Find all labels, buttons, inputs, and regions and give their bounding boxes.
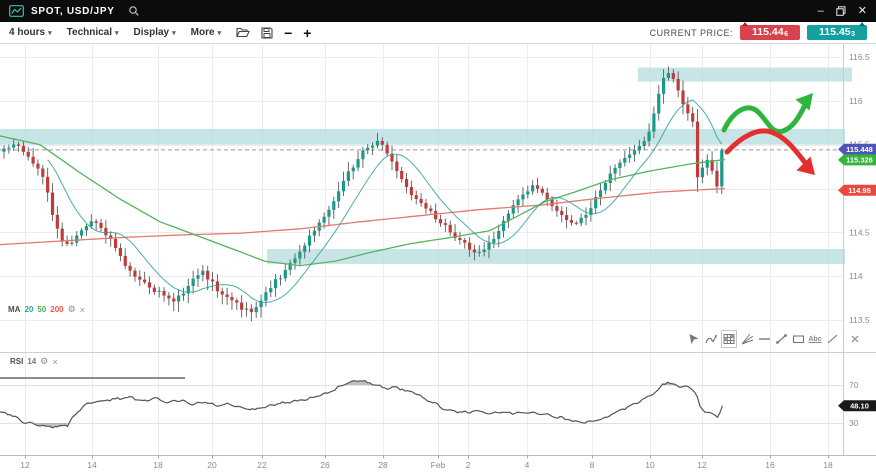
more-menu[interactable]: More ▾ <box>190 27 222 38</box>
rsi-indicator-label: RSI 14 ⚙ × <box>10 356 58 367</box>
price-tags: 115.448 115.326 114.98 48.10 <box>838 143 876 412</box>
search-icon[interactable] <box>128 5 140 17</box>
window-controls: – ✕ <box>817 4 867 17</box>
svg-text:70: 70 <box>849 380 859 390</box>
svg-text:26: 26 <box>320 460 330 470</box>
svg-text:30: 30 <box>849 418 859 428</box>
rsi-pane <box>0 377 724 429</box>
drawing-toolbar: Abc | <box>687 330 862 348</box>
title-bar: SPOT, USD/JPY – ✕ <box>0 0 876 22</box>
polyline-tool-icon[interactable] <box>704 331 718 347</box>
timeframe-menu[interactable]: 4 hours ▾ <box>9 27 52 38</box>
bullish-scenario-arrow <box>721 93 813 135</box>
cursor-tool-icon[interactable] <box>687 331 701 347</box>
svg-text:18: 18 <box>823 460 833 470</box>
ma-period-20: 20 <box>24 305 34 314</box>
zoom-out-icon[interactable]: − <box>284 24 293 41</box>
svg-text:10: 10 <box>645 460 655 470</box>
svg-text:Feb: Feb <box>431 460 446 470</box>
chevron-down-icon: ▾ <box>48 29 52 37</box>
svg-text:115.326: 115.326 <box>846 156 873 165</box>
ma200-price-tag: 114.98 <box>838 184 876 196</box>
ma-period-50: 50 <box>37 305 47 314</box>
pattern-tool-icon[interactable] <box>721 330 737 348</box>
svg-text:114.5: 114.5 <box>849 227 870 237</box>
svg-text:114: 114 <box>849 271 863 281</box>
svg-text:113.5: 113.5 <box>849 315 870 325</box>
ma-remove-icon[interactable]: × <box>79 304 85 315</box>
rectangle-tool-icon[interactable] <box>791 331 805 347</box>
bid-price-badge: 115.44 6 <box>740 22 800 40</box>
svg-text:116: 116 <box>849 96 863 106</box>
rsi-period: 14 <box>27 357 37 366</box>
svg-text:22: 22 <box>257 460 267 470</box>
chart-toolbar: 4 hours ▾ Technical ▾ Display ▾ More ▾ − + C… <box>0 22 876 44</box>
svg-text:12: 12 <box>20 460 30 470</box>
svg-text:2: 2 <box>466 460 471 470</box>
technical-menu[interactable]: Technical ▾ <box>66 27 119 38</box>
close-toolbar-icon[interactable] <box>848 331 862 347</box>
svg-text:16: 16 <box>765 460 775 470</box>
candlesticks <box>2 66 724 322</box>
save-layout-icon[interactable] <box>261 26 273 39</box>
svg-text:12: 12 <box>697 460 707 470</box>
angle-lines-tool-icon[interactable] <box>740 331 754 347</box>
zoom-in-icon[interactable]: + <box>303 24 312 41</box>
trendline-tool-icon[interactable] <box>774 331 788 347</box>
svg-text:8: 8 <box>590 460 595 470</box>
open-layout-icon[interactable] <box>236 27 250 38</box>
restore-icon[interactable] <box>836 6 846 16</box>
text-tool-icon[interactable]: Abc <box>808 335 822 343</box>
display-menu[interactable]: Display ▾ <box>133 27 176 38</box>
ma50-price-tag: 115.326 <box>838 154 876 166</box>
last-price-tag: 115.448 <box>838 143 876 155</box>
svg-text:20: 20 <box>207 460 217 470</box>
chart-canvas[interactable]: 116.5116115.5115114.5114113.570301214182… <box>0 44 876 473</box>
rsi-remove-icon[interactable]: × <box>52 356 58 367</box>
window-title: SPOT, USD/JPY <box>31 5 115 17</box>
current-price-label: CURRENT PRICE: <box>649 27 733 38</box>
svg-text:14: 14 <box>87 460 97 470</box>
close-icon[interactable]: ✕ <box>857 4 867 17</box>
supply-demand-zones <box>0 67 852 264</box>
rsi-value-tag: 48.10 <box>838 400 876 412</box>
ma-indicator-label: MA 20 50 200 ⚙ × <box>8 304 85 315</box>
rsi-settings-icon[interactable]: ⚙ <box>40 356 49 366</box>
minimize-icon[interactable]: – <box>817 4 824 17</box>
svg-text:4: 4 <box>525 460 530 470</box>
bearish-scenario-arrow <box>724 128 815 175</box>
svg-text:18: 18 <box>153 460 163 470</box>
app-logo-icon <box>9 5 24 17</box>
ma200-line <box>0 187 726 246</box>
ray-tool-icon[interactable] <box>825 331 839 347</box>
rsi-label-title: RSI <box>10 357 24 366</box>
toolbar-divider: | <box>842 333 845 345</box>
ma-settings-icon[interactable]: ⚙ <box>67 304 76 314</box>
svg-text:115.448: 115.448 <box>846 145 873 154</box>
svg-text:116.5: 116.5 <box>849 52 870 62</box>
scenario-arrows <box>721 93 815 175</box>
chevron-down-icon: ▾ <box>115 29 119 37</box>
svg-text:48.10: 48.10 <box>850 402 869 411</box>
svg-text:114.98: 114.98 <box>848 186 871 195</box>
chevron-down-icon: ▾ <box>217 29 222 37</box>
ma-label-title: MA <box>8 305 21 314</box>
chevron-down-icon: ▾ <box>172 29 176 37</box>
horizontal-line-tool-icon[interactable] <box>757 331 771 347</box>
ma50-line <box>0 135 726 267</box>
ma20-line <box>47 99 723 303</box>
svg-text:28: 28 <box>378 460 388 470</box>
ask-price-badge: 115.45 3 <box>807 22 867 40</box>
ma-period-200: 200 <box>50 305 64 314</box>
current-price-cluster: CURRENT PRICE: 115.44 6 115.45 3 <box>649 22 867 40</box>
